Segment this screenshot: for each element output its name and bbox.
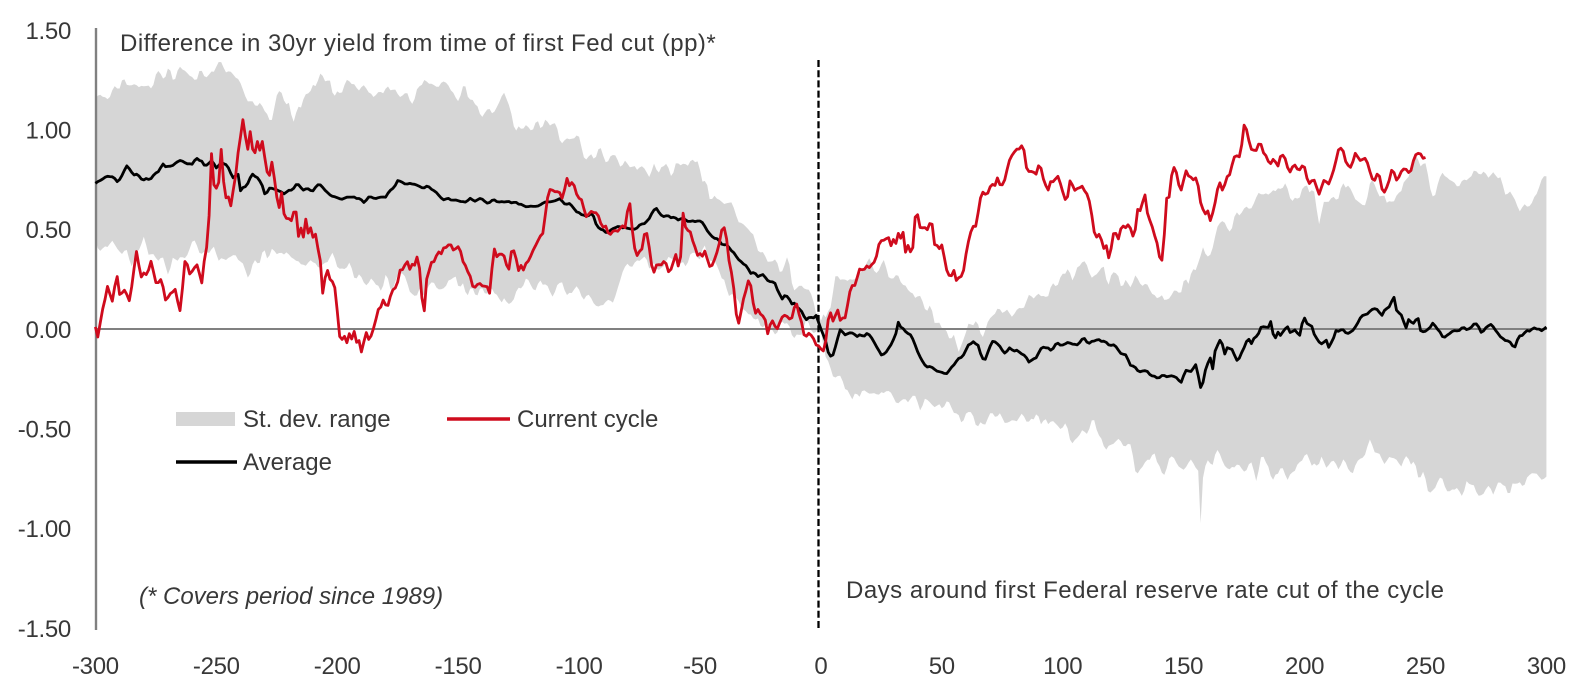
svg-text:Current cycle: Current cycle [517,406,658,433]
svg-text:1.00: 1.00 [25,118,71,145]
svg-text:-300: -300 [72,653,119,680]
svg-text:-1.00: -1.00 [18,516,71,543]
svg-text:-250: -250 [193,653,240,680]
svg-text:1.50: 1.50 [25,18,71,45]
svg-text:0: 0 [814,653,827,680]
svg-text:Average: Average [243,449,332,476]
svg-text:300: 300 [1527,653,1566,680]
svg-text:200: 200 [1285,653,1324,680]
svg-text:0.00: 0.00 [25,317,71,344]
svg-text:-150: -150 [435,653,482,680]
svg-text:(* Covers period since 1989): (* Covers period since 1989) [139,583,443,610]
svg-text:100: 100 [1043,653,1082,680]
svg-text:250: 250 [1406,653,1445,680]
svg-text:St. dev. range: St. dev. range [243,406,391,433]
svg-text:0.50: 0.50 [25,217,71,244]
svg-text:Difference in 30yr yield from: Difference in 30yr yield from time of fi… [120,30,716,57]
svg-text:-200: -200 [314,653,361,680]
svg-text:-50: -50 [683,653,717,680]
svg-text:Days around first Federal rese: Days around first Federal reserve rate c… [846,577,1444,604]
svg-text:-1.50: -1.50 [18,616,71,643]
svg-text:-0.50: -0.50 [18,417,71,444]
svg-text:50: 50 [929,653,955,680]
svg-text:-100: -100 [556,653,603,680]
svg-text:150: 150 [1164,653,1203,680]
